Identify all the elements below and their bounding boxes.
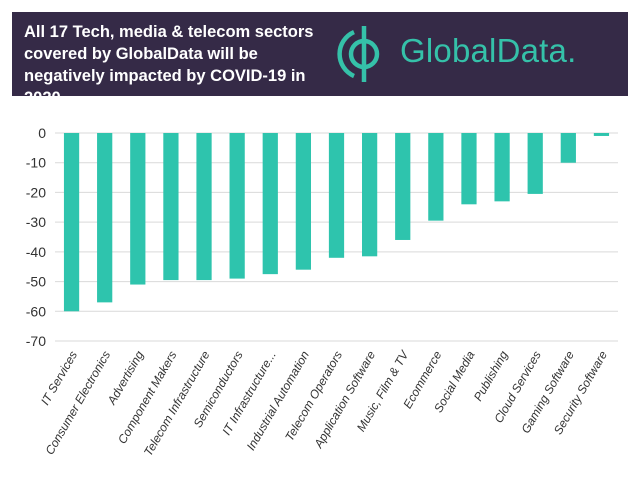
bar [130,133,146,285]
y-tick-label: -20 [26,184,46,200]
bar [395,133,411,240]
globaldata-logo: GlobalData. [334,26,624,82]
bar [527,133,543,194]
y-tick-label: -40 [26,244,46,260]
bar [328,133,345,258]
bar [229,133,245,279]
bar [295,133,311,270]
bar [494,133,510,202]
bar [428,133,444,221]
bar [63,133,80,312]
y-tick-label: -70 [26,333,46,349]
y-tick-label: -50 [26,274,46,290]
bar [593,133,610,136]
globaldata-logo-icon [337,26,380,82]
gridlines [55,132,618,342]
bar [262,133,278,275]
y-tick-label: -30 [26,214,46,230]
bar [196,133,212,281]
x-tick-label: Application Software [311,348,378,451]
bar [461,133,477,205]
brand-name: GlobalData. [400,32,577,69]
y-tick-label: -60 [26,303,46,319]
headline: All 17 Tech, media & telecom sectors cov… [24,23,314,107]
bar [163,133,179,281]
header-banner: All 17 Tech, media & telecom sectors cov… [12,12,628,107]
y-axis-ticks: 0 -10 -20 -30 -40 -50 -60 -70 [26,125,46,349]
x-tick-label: Consumer Electronics [42,349,113,458]
bars [63,133,610,312]
y-tick-label: 0 [38,125,46,141]
bar [560,133,576,163]
bar [362,133,378,257]
y-tick-label: -10 [26,155,46,171]
bar [97,133,113,303]
bar-chart: 0 -10 -20 -30 -40 -50 -60 -70 IT ServicesConsum… [26,125,618,459]
